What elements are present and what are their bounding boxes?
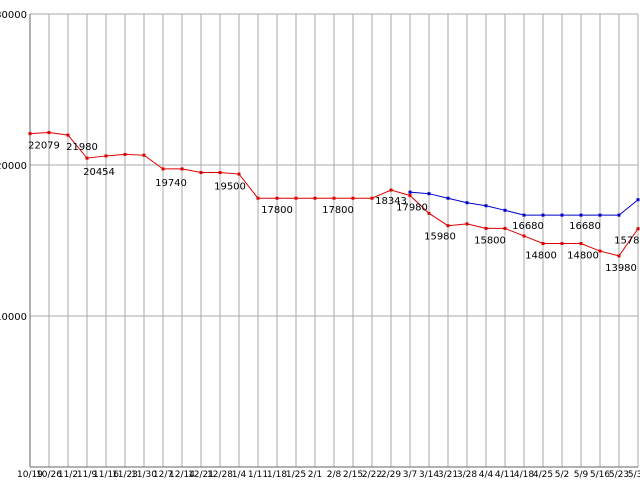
x-axis-tick-label: 5/30 (628, 470, 640, 480)
price-blue-line (409, 191, 639, 216)
point-value-label: 19740 (155, 178, 187, 189)
point-value-label: 15780 (614, 236, 640, 247)
point-value-label: 18343 (375, 196, 407, 207)
point-value-label: 15800 (474, 235, 506, 246)
x-axis-tick-label: 5/16 (590, 470, 610, 480)
x-axis-tick-label: 4/4 (479, 470, 494, 480)
x-axis-tick-label: 2/15 (343, 470, 363, 480)
y-axis-tick-label: 10000 (0, 312, 27, 323)
x-axis-tick-label: 1/18 (267, 470, 287, 480)
x-axis-tick-label: 1/11 (248, 470, 268, 480)
label-layer: 22079 21980 20454 19740 19500 17800 17800 18343… (28, 141, 640, 274)
x-axis-tick-label: 2/22 (362, 470, 382, 480)
x-axis-tick-label: 10/26 (36, 470, 62, 480)
x-axis-tick-label: 12/21 (188, 470, 214, 480)
x-axis-tick-label: 12/7 (153, 470, 173, 480)
x-axis-tick-label: 5/23 (609, 470, 629, 480)
point-value-label: 14800 (567, 251, 599, 262)
point-value-label: 14800 (525, 251, 557, 262)
series-layer (28, 131, 640, 258)
point-value-label: 16680 (569, 221, 601, 232)
point-value-label: 17800 (261, 205, 293, 216)
point-value-label: 17980 (396, 203, 428, 214)
point-value-label: 20454 (83, 167, 115, 178)
x-axis-tick-label: 3/7 (403, 470, 417, 480)
x-axis-tick-label: 11/16 (93, 470, 119, 480)
point-value-label: 15980 (424, 232, 456, 243)
x-axis-tick-label: 2/8 (327, 470, 342, 480)
point-value-label: 13980 (605, 263, 637, 274)
x-axis-tick-label: 5/2 (555, 470, 569, 480)
point-value-label: 22079 (28, 141, 60, 152)
point-value-label: 21980 (66, 142, 98, 153)
x-axis-tick-label: 1/25 (286, 470, 306, 480)
price-red-line (29, 132, 639, 257)
x-axis-tick-label: 12/14 (169, 470, 195, 480)
x-axis-tick-label: 11/30 (131, 470, 157, 480)
grid-layer (29, 13, 639, 467)
x-axis-tick-label: 4/25 (533, 470, 553, 480)
x-axis-tick-label: 3/21 (438, 470, 458, 480)
x-axis-tick-label: 1/4 (232, 470, 247, 480)
x-axis-tick-label: 11/23 (112, 470, 138, 480)
x-axis-tick-label: 2/1 (308, 470, 322, 480)
x-axis-tick-label: 4/11 (495, 470, 515, 480)
axis-layer: 10/1910/2611/211/911/1611/2311/3012/712/… (0, 10, 640, 480)
x-axis-tick-label: 12/28 (207, 470, 233, 480)
point-value-label: 19500 (214, 182, 246, 193)
x-axis-tick-label: 4/18 (514, 470, 534, 480)
x-axis-tick-label: 5/9 (574, 470, 589, 480)
point-value-label: 17800 (322, 205, 354, 216)
x-axis-tick-label: 2/29 (381, 470, 401, 480)
x-axis-tick-label: 11/2 (58, 470, 78, 480)
x-axis-tick-label: 3/14 (419, 470, 439, 480)
x-axis-tick-label: 3/28 (457, 470, 477, 480)
y-axis-tick-label: 20000 (0, 161, 27, 172)
point-value-label: 16680 (512, 221, 544, 232)
x-axis-tick-label: 11/9 (77, 470, 97, 480)
x-axis-tick-label: 10/19 (17, 470, 43, 480)
